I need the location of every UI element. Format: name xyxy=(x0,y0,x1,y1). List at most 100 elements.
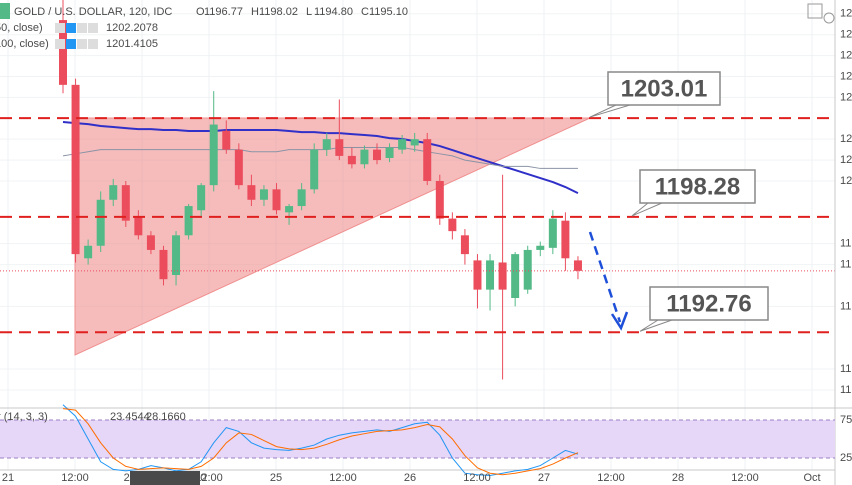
y-tick-label: 12 xyxy=(840,70,852,82)
forecast-arrow xyxy=(588,231,622,323)
callout-label: 1198.28 xyxy=(655,173,740,200)
candle-body xyxy=(234,149,243,186)
indicator-button[interactable] xyxy=(66,39,76,49)
x-tick-label: 21 xyxy=(2,472,14,484)
candle-body xyxy=(134,216,143,236)
candle-body xyxy=(435,180,444,219)
callout-pointer xyxy=(589,104,631,118)
candle-body xyxy=(209,124,218,186)
candle-body xyxy=(259,189,268,200)
icon xyxy=(0,3,10,19)
symbol-title: GOLD / U.S. DOLLAR, 120, IDC xyxy=(14,6,172,18)
candle-body xyxy=(272,189,281,211)
oscillator-value: 23.4544 xyxy=(110,411,150,423)
callout-box xyxy=(639,169,756,204)
candle-body xyxy=(109,185,118,200)
candle-body xyxy=(121,185,130,221)
candle-body xyxy=(373,149,381,161)
callout-pointer xyxy=(631,202,663,217)
x-tick-label: 12:00 xyxy=(731,472,759,484)
callout-box xyxy=(649,286,769,321)
y-tick-label: 11 xyxy=(840,238,851,250)
candle-body xyxy=(59,20,67,85)
indicator-button[interactable] xyxy=(77,39,87,49)
y-tick-label: 11 xyxy=(840,384,851,396)
ohlc-value: 1198.02 xyxy=(259,6,298,18)
candle-body xyxy=(486,260,495,290)
callout-label: 1192.76 xyxy=(666,290,751,317)
callout-label: 1203.01 xyxy=(621,75,708,102)
candle-body xyxy=(222,130,231,150)
x-tick-label: 27 xyxy=(538,472,550,484)
ohlc-key: H xyxy=(251,6,259,18)
ohlc-key: O xyxy=(196,6,205,18)
candle-body xyxy=(197,185,206,211)
ohlc-key: L xyxy=(306,6,312,18)
ohlc-value: 1194.80 xyxy=(314,6,353,18)
moving-average xyxy=(62,147,578,169)
x-tick-label: 26 xyxy=(404,472,416,484)
indicator-value: 1202.2078 xyxy=(106,22,158,34)
indicator-button[interactable] xyxy=(66,23,76,33)
x-tick-label: Oct xyxy=(803,472,820,484)
candle-body xyxy=(247,185,256,200)
oscillator-line xyxy=(62,408,579,476)
maximize-button[interactable] xyxy=(807,3,823,19)
ohlc-value: 1196.77 xyxy=(204,6,243,18)
candle-body xyxy=(96,199,105,246)
crosshair-label-box xyxy=(130,471,200,485)
oscillator-tick-label: 75 xyxy=(840,414,852,426)
indicator-button[interactable] xyxy=(88,39,98,49)
oscillator-value: 28.1660 xyxy=(146,411,186,423)
indicator-name: 100, close) xyxy=(0,38,49,50)
candle-body xyxy=(385,147,394,158)
indicator-value: 1201.4105 xyxy=(106,38,158,50)
x-tick-label: 12:00 xyxy=(597,472,625,484)
ohlc-key: C xyxy=(361,6,369,18)
candle-body xyxy=(322,139,331,150)
candle-body xyxy=(548,218,557,248)
indicator-button[interactable] xyxy=(77,23,87,33)
indicator-button[interactable] xyxy=(55,39,65,49)
candle-body xyxy=(511,254,520,299)
candle-body xyxy=(460,235,469,255)
y-tick-label: 12 xyxy=(840,29,852,41)
candle-body xyxy=(561,220,570,259)
candle-body xyxy=(146,235,155,250)
candle-body xyxy=(498,262,507,290)
oscillator-line xyxy=(62,404,579,476)
y-tick-label: 11 xyxy=(840,258,851,270)
y-tick-label: 12 xyxy=(840,49,852,61)
candle-body xyxy=(335,139,344,156)
y-tick-label: 11 xyxy=(840,363,851,375)
x-tick-label: 25 xyxy=(270,472,282,484)
y-tick-label: 12 xyxy=(840,133,852,145)
candle-body xyxy=(448,218,457,232)
y-tick-label: 11 xyxy=(840,300,851,312)
moving-average xyxy=(62,121,579,194)
settings-button[interactable] xyxy=(823,12,835,24)
arrow-head xyxy=(610,311,629,331)
candle-body xyxy=(184,206,193,236)
indicator-button[interactable] xyxy=(55,23,65,33)
legend: GOLD / U.S. DOLLAR, 120, IDC O 1196.77 H 11… xyxy=(0,3,408,50)
indicator-button[interactable] xyxy=(88,23,98,33)
y-tick-label: 12 xyxy=(840,8,852,20)
y-tick-label: 12 xyxy=(840,154,852,166)
candle-body xyxy=(573,260,582,271)
x-tick-label: 28 xyxy=(672,472,684,484)
candle-body xyxy=(473,260,482,290)
candle-body xyxy=(159,249,168,280)
candle-body xyxy=(310,149,319,190)
candle-body xyxy=(410,139,419,146)
candle-body xyxy=(71,84,80,255)
x-tick-label: 12:00 xyxy=(329,472,357,484)
candle-body xyxy=(423,139,432,181)
candle-body xyxy=(347,155,356,165)
ohlc-value: 1195.10 xyxy=(369,6,408,18)
oscillator-tick-label: 25 xyxy=(840,452,852,464)
x-tick-label: 12:00 xyxy=(61,472,89,484)
candle-body xyxy=(84,245,93,259)
y-tick-label: 12 xyxy=(840,175,852,187)
